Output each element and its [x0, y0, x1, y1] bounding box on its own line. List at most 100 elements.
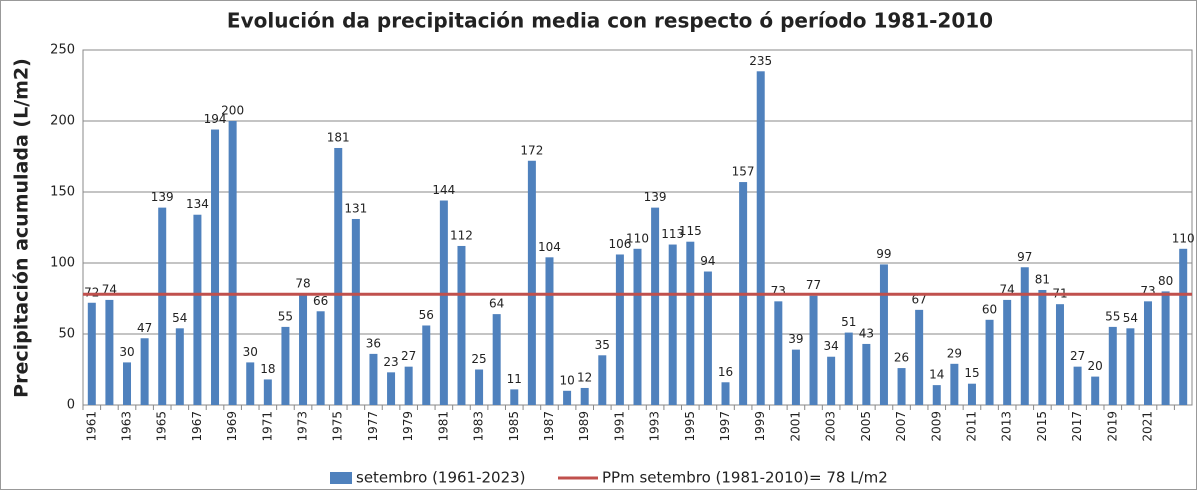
data-label: 94	[700, 254, 715, 268]
data-label: 30	[119, 345, 134, 359]
bar	[703, 271, 712, 405]
bar	[369, 353, 378, 405]
data-label: 110	[1172, 231, 1195, 245]
bar	[316, 311, 325, 405]
bar	[334, 147, 343, 406]
x-tick-label: 1993	[648, 411, 662, 442]
bar	[563, 390, 572, 405]
data-label: 78	[295, 277, 310, 291]
bar	[862, 343, 871, 405]
x-tick-label: 1997	[718, 411, 732, 442]
data-label: 51	[841, 315, 856, 329]
legend-swatch	[330, 472, 352, 484]
x-tick-label: 2017	[1070, 411, 1084, 442]
bar	[351, 218, 360, 405]
y-tick-label: 50	[58, 327, 75, 342]
data-label: 55	[278, 309, 293, 323]
data-label: 134	[186, 197, 209, 211]
data-label: 47	[137, 321, 152, 335]
bar	[527, 160, 536, 405]
bar	[1126, 328, 1135, 405]
x-tick-label: 1981	[436, 411, 450, 442]
data-label: 115	[679, 224, 702, 238]
bar	[211, 129, 220, 405]
bar	[1161, 291, 1170, 405]
bar	[1073, 366, 1082, 405]
data-label: 27	[401, 349, 416, 363]
x-tick-label: 2019	[1105, 411, 1119, 442]
bar	[510, 389, 519, 405]
data-label: 72	[84, 285, 99, 299]
data-label: 144	[432, 183, 455, 197]
x-tick-label: 2007	[894, 411, 908, 442]
bar	[1108, 326, 1117, 405]
y-tick-label: 150	[50, 185, 75, 200]
data-label: 12	[577, 370, 592, 384]
data-label: 81	[1035, 272, 1050, 286]
data-label: 14	[929, 368, 944, 382]
data-label: 110	[626, 231, 649, 245]
data-label: 77	[806, 278, 821, 292]
data-label: 29	[947, 346, 962, 360]
x-tick-label: 1983	[472, 411, 486, 442]
data-label: 99	[876, 247, 891, 261]
bar	[263, 379, 272, 405]
x-tick-label: 1971	[260, 411, 274, 442]
x-tick-label: 1973	[296, 411, 310, 442]
bar	[422, 325, 431, 405]
bar	[1003, 299, 1012, 405]
legend-label: PPm setembro (1981-2010)= 78 L/m2	[602, 469, 888, 487]
bar	[985, 319, 994, 405]
bar	[879, 264, 888, 405]
data-label: 139	[151, 190, 174, 204]
bar	[791, 349, 800, 405]
data-label: 26	[894, 351, 909, 365]
bar	[615, 254, 624, 405]
x-tick-label: 1977	[366, 411, 380, 442]
data-label: 54	[1123, 311, 1138, 325]
bar	[844, 332, 853, 405]
x-tick-label: 2013	[1000, 411, 1014, 442]
bar	[1179, 248, 1188, 405]
data-label: 39	[788, 332, 803, 346]
data-label: 235	[749, 54, 772, 68]
bar	[140, 338, 149, 405]
bar	[756, 71, 765, 406]
bar	[281, 326, 290, 405]
data-label: 67	[912, 292, 927, 306]
x-tick-label: 1967	[190, 411, 204, 442]
bar	[1038, 289, 1047, 405]
bar	[967, 383, 976, 405]
x-tick-label: 1965	[155, 411, 169, 442]
bar	[105, 299, 114, 405]
bar	[1091, 376, 1100, 405]
x-tick-label: 2001	[788, 411, 802, 442]
data-label: 55	[1105, 309, 1120, 323]
data-label: 80	[1158, 274, 1173, 288]
bar	[299, 294, 308, 405]
bar	[404, 366, 413, 405]
y-tick-label: 100	[50, 256, 75, 271]
bar	[175, 328, 184, 405]
bar	[457, 245, 466, 405]
data-label: 56	[419, 308, 434, 322]
bar	[686, 241, 695, 405]
data-label: 112	[450, 228, 473, 242]
bar	[439, 200, 448, 405]
data-label: 97	[1017, 250, 1032, 264]
data-label: 181	[327, 130, 350, 144]
x-tick-label: 1999	[753, 411, 767, 442]
bar	[721, 382, 730, 405]
bar	[651, 207, 660, 405]
x-tick-label: 1995	[683, 411, 697, 442]
data-label: 34	[823, 339, 838, 353]
x-tick-label: 1979	[401, 411, 415, 442]
data-label: 36	[366, 336, 381, 350]
x-tick-label: 1963	[120, 411, 134, 442]
x-tick-label: 1961	[84, 411, 98, 442]
bar	[598, 355, 607, 405]
data-label: 23	[383, 355, 398, 369]
data-label: 18	[260, 362, 275, 376]
bar	[580, 387, 589, 405]
